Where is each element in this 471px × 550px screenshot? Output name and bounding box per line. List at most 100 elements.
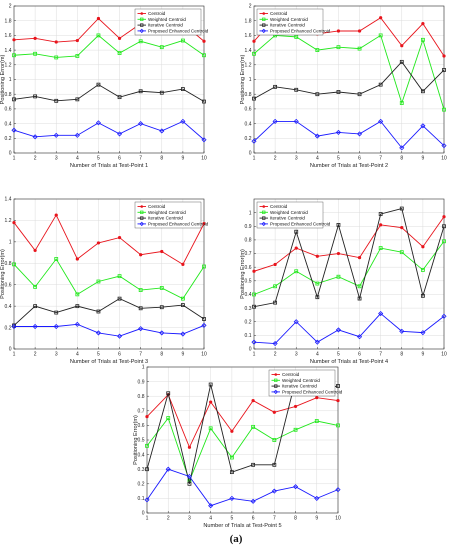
data-point xyxy=(378,246,383,250)
x-tick-label: 6 xyxy=(358,156,361,162)
y-tick-label: 0.2 xyxy=(245,319,252,325)
y-tick-label: 0.6 xyxy=(5,107,12,113)
data-point xyxy=(95,330,102,336)
x-tick-label: 5 xyxy=(337,352,340,358)
data-point xyxy=(294,34,299,39)
legend-marker xyxy=(140,216,144,220)
series-line xyxy=(253,61,445,100)
data-point xyxy=(335,129,342,135)
x-axis-label: Number of Trials at Test-Point 1 xyxy=(70,163,148,169)
data-point xyxy=(202,222,206,226)
chart-panel-2: 1 2 3 4 5 6 7 8 9 10 0 0.2 0.4 0.6 0.8 1 1.2 1.4 1.6 1.8 2 Nu… xyxy=(240,4,447,169)
x-tick-label: 3 xyxy=(295,156,298,162)
y-tick-label: 1.2 xyxy=(5,63,12,69)
y-tick-label: 0.8 xyxy=(245,238,252,244)
data-point xyxy=(208,503,214,509)
x-tick-label: 5 xyxy=(230,516,233,522)
legend-marker xyxy=(274,378,278,382)
data-point xyxy=(33,51,38,56)
data-point xyxy=(75,257,79,261)
y-tick-label: 0.3 xyxy=(138,467,145,473)
data-point xyxy=(95,120,102,126)
data-point xyxy=(314,339,320,345)
data-point xyxy=(271,488,277,494)
x-tick-label: 7 xyxy=(139,352,142,358)
data-point xyxy=(180,303,185,307)
data-point xyxy=(335,487,341,493)
data-point xyxy=(314,133,320,139)
data-point xyxy=(442,54,446,58)
x-tick-label: 6 xyxy=(358,352,361,358)
y-tick-label: 0.7 xyxy=(245,251,252,257)
y-tick-label: 1.8 xyxy=(245,18,252,24)
data-point xyxy=(315,281,320,286)
data-point xyxy=(421,245,425,249)
figure-caption: (a) xyxy=(230,533,243,545)
x-tick-label: 6 xyxy=(118,352,121,358)
data-point xyxy=(400,226,404,230)
x-tick-label: 1 xyxy=(253,352,256,358)
series-line xyxy=(13,214,205,265)
data-point xyxy=(230,429,234,433)
series-line xyxy=(13,298,205,326)
data-point xyxy=(336,398,340,403)
data-point xyxy=(33,284,38,289)
data-point xyxy=(400,44,404,48)
x-axis-label: Number of Trials at Test-Point 5 xyxy=(203,523,281,529)
data-point xyxy=(74,321,80,327)
y-tick-label: 1.8 xyxy=(5,18,12,24)
data-point xyxy=(54,55,59,60)
data-point xyxy=(273,84,278,89)
legend-label: Weighted Centroid xyxy=(270,210,308,215)
data-point xyxy=(442,107,446,112)
x-tick-label: 3 xyxy=(295,352,298,358)
legend-marker xyxy=(262,216,266,220)
legend-label: Weighted Centroid xyxy=(148,210,186,215)
x-tick-label: 4 xyxy=(316,352,319,358)
y-tick-label: 0.3 xyxy=(245,306,252,312)
x-tick-label: 3 xyxy=(188,516,191,522)
data-point xyxy=(12,220,16,225)
y-tick-label: 0.8 xyxy=(5,92,12,98)
data-point xyxy=(293,427,298,432)
data-point xyxy=(294,229,299,234)
data-point xyxy=(33,94,38,99)
data-point xyxy=(12,262,16,267)
data-point xyxy=(399,250,404,255)
y-tick-label: 0.2 xyxy=(138,482,145,488)
data-point xyxy=(294,246,298,250)
legend-label: Proposed Enhanced Centroid xyxy=(148,29,209,34)
data-point xyxy=(315,295,320,300)
y-tick-label: 0.6 xyxy=(245,107,252,113)
x-tick-label: 7 xyxy=(139,156,142,162)
data-point xyxy=(273,284,278,289)
data-point xyxy=(229,470,234,475)
data-point xyxy=(272,340,278,347)
y-tick-label: 0.5 xyxy=(245,279,252,285)
data-point xyxy=(180,331,186,337)
data-point xyxy=(272,410,276,414)
legend-label: Centroid xyxy=(270,204,288,209)
y-tick-label: 0.6 xyxy=(5,282,12,288)
legend-label: Weighted Centroid xyxy=(270,17,308,22)
data-point xyxy=(441,143,447,149)
legend-label: Proposed Enhanced Centroid xyxy=(148,222,209,227)
y-tick-label: 0 xyxy=(142,511,145,517)
x-tick-label: 10 xyxy=(441,156,447,162)
legend-marker xyxy=(139,28,144,34)
data-point xyxy=(293,319,299,325)
data-point xyxy=(336,384,340,388)
x-tick-label: 6 xyxy=(252,516,255,522)
data-point xyxy=(314,419,319,423)
data-point xyxy=(356,334,363,340)
data-point xyxy=(180,118,186,124)
y-tick-label: 1.2 xyxy=(5,218,12,224)
data-point xyxy=(252,39,256,43)
data-point xyxy=(357,256,362,260)
data-point xyxy=(166,416,171,421)
x-tick-label: 7 xyxy=(273,516,276,522)
legend-marker xyxy=(274,373,278,376)
data-point xyxy=(399,145,405,151)
